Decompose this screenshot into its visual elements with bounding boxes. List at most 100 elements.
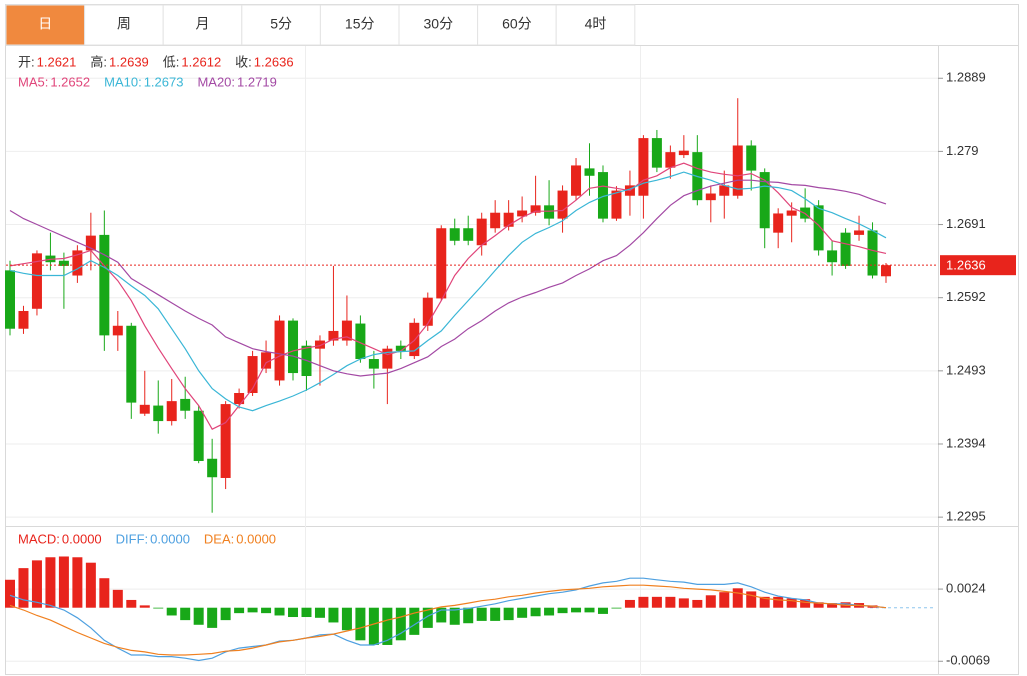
candle-body [395, 345, 406, 351]
candle-body [247, 356, 258, 394]
tab-label[interactable]: 15分 [345, 16, 375, 32]
macd-bar [355, 607, 366, 641]
macd-bar [759, 596, 770, 608]
candle-body [193, 410, 204, 461]
tab-label[interactable]: 周 [117, 16, 131, 32]
macd-bar [274, 607, 285, 616]
macd-bar [665, 596, 676, 608]
y-tick-label: 1.2592 [946, 289, 986, 304]
candle-body [813, 205, 824, 251]
candle-body [840, 232, 851, 266]
macd-bar [220, 607, 231, 621]
tab-label[interactable]: 30分 [424, 16, 454, 32]
candle-body [854, 230, 865, 235]
macd-bar [732, 588, 743, 608]
legend-label: DIFF: [116, 531, 149, 546]
macd-bar [301, 607, 312, 618]
legend-label: MA5: [18, 74, 48, 89]
candle-body [571, 165, 582, 196]
candle-body [341, 320, 352, 341]
candle-body [490, 212, 501, 229]
macd-bar [490, 607, 501, 621]
tab-label[interactable]: 日 [38, 16, 52, 32]
candle-body [503, 212, 514, 227]
candle-body [355, 323, 366, 360]
candle-body [328, 330, 339, 341]
macd-bar [746, 591, 757, 608]
macd-bar [544, 607, 555, 616]
chart-layer: 日 周 月 5分 15分 30分 60分 4时 1.2889 1.279 1.2691 1.2592 1… [5, 4, 1016, 668]
candle-body [422, 297, 433, 326]
macd-bar [530, 607, 541, 617]
macd-bar [5, 579, 15, 608]
legend-label: 收: [235, 54, 252, 69]
tab[interactable] [84, 4, 164, 46]
legend-value: 1.2673 [144, 74, 184, 89]
candle-body [180, 398, 191, 411]
candle-body [382, 348, 393, 369]
tab-label[interactable]: 5分 [270, 16, 292, 32]
macd-bar [45, 557, 56, 608]
tab[interactable] [555, 4, 636, 46]
candle-body [314, 340, 325, 349]
macd-bar [409, 607, 420, 635]
tab-label[interactable]: 4时 [585, 16, 607, 32]
candle-body [517, 210, 528, 217]
candle-body [72, 250, 83, 276]
macd-bar [234, 607, 245, 614]
macd-bar [153, 607, 164, 609]
ma-line [9, 171, 887, 412]
legend-label: MA20: [197, 74, 235, 89]
macd-bar [328, 607, 339, 623]
legend-value: 0.0000 [62, 531, 102, 546]
legend-value: 0.0000 [236, 531, 276, 546]
candle-body [665, 152, 676, 168]
y-tick-label: 1.2691 [946, 216, 986, 231]
candle-body [234, 393, 245, 405]
tab[interactable] [319, 4, 400, 46]
macd-bar [126, 599, 137, 608]
candle-body [261, 352, 272, 369]
macd-bar [800, 599, 811, 608]
legend-value: 1.2621 [37, 54, 77, 69]
candle-body [153, 405, 164, 422]
y-tick-label: 0.0024 [946, 581, 986, 596]
legend-label: MACD: [18, 531, 60, 546]
candle-body [126, 325, 137, 403]
macd-bar [624, 599, 635, 608]
candle-body [759, 172, 770, 229]
macd-bar [611, 607, 622, 609]
candle-body [584, 168, 595, 176]
tab-label[interactable]: 60分 [502, 16, 532, 32]
candle-body [597, 172, 608, 219]
candle-body [867, 230, 878, 276]
tab[interactable] [5, 4, 86, 46]
candle-body [5, 270, 15, 329]
macd-bar [341, 607, 352, 631]
candle-body [112, 325, 123, 336]
candle-body [881, 265, 891, 277]
tab[interactable] [398, 4, 479, 46]
y-tick-label: 1.279 [946, 143, 979, 158]
macd-bar [719, 592, 730, 608]
macd-bar [678, 598, 689, 608]
legend-value: 1.2639 [109, 54, 149, 69]
candle-body [638, 138, 649, 196]
macd-bar [517, 607, 528, 618]
macd-bar [557, 607, 568, 614]
y-tick-label: 1.2295 [946, 509, 986, 524]
y-tick-label: 1.2394 [946, 435, 986, 450]
legend-value: 1.2719 [237, 74, 277, 89]
macd-bar [463, 607, 474, 624]
candle-body [544, 205, 555, 219]
candle-body [557, 190, 568, 219]
candle-body [651, 138, 662, 168]
legend-value: 1.2652 [50, 74, 90, 89]
macd-bar [692, 599, 703, 608]
tab[interactable] [241, 4, 321, 46]
tab-label[interactable]: 月 [196, 16, 210, 32]
candle-body [611, 190, 622, 219]
candle-body [368, 359, 379, 369]
macd-bar [584, 607, 595, 613]
